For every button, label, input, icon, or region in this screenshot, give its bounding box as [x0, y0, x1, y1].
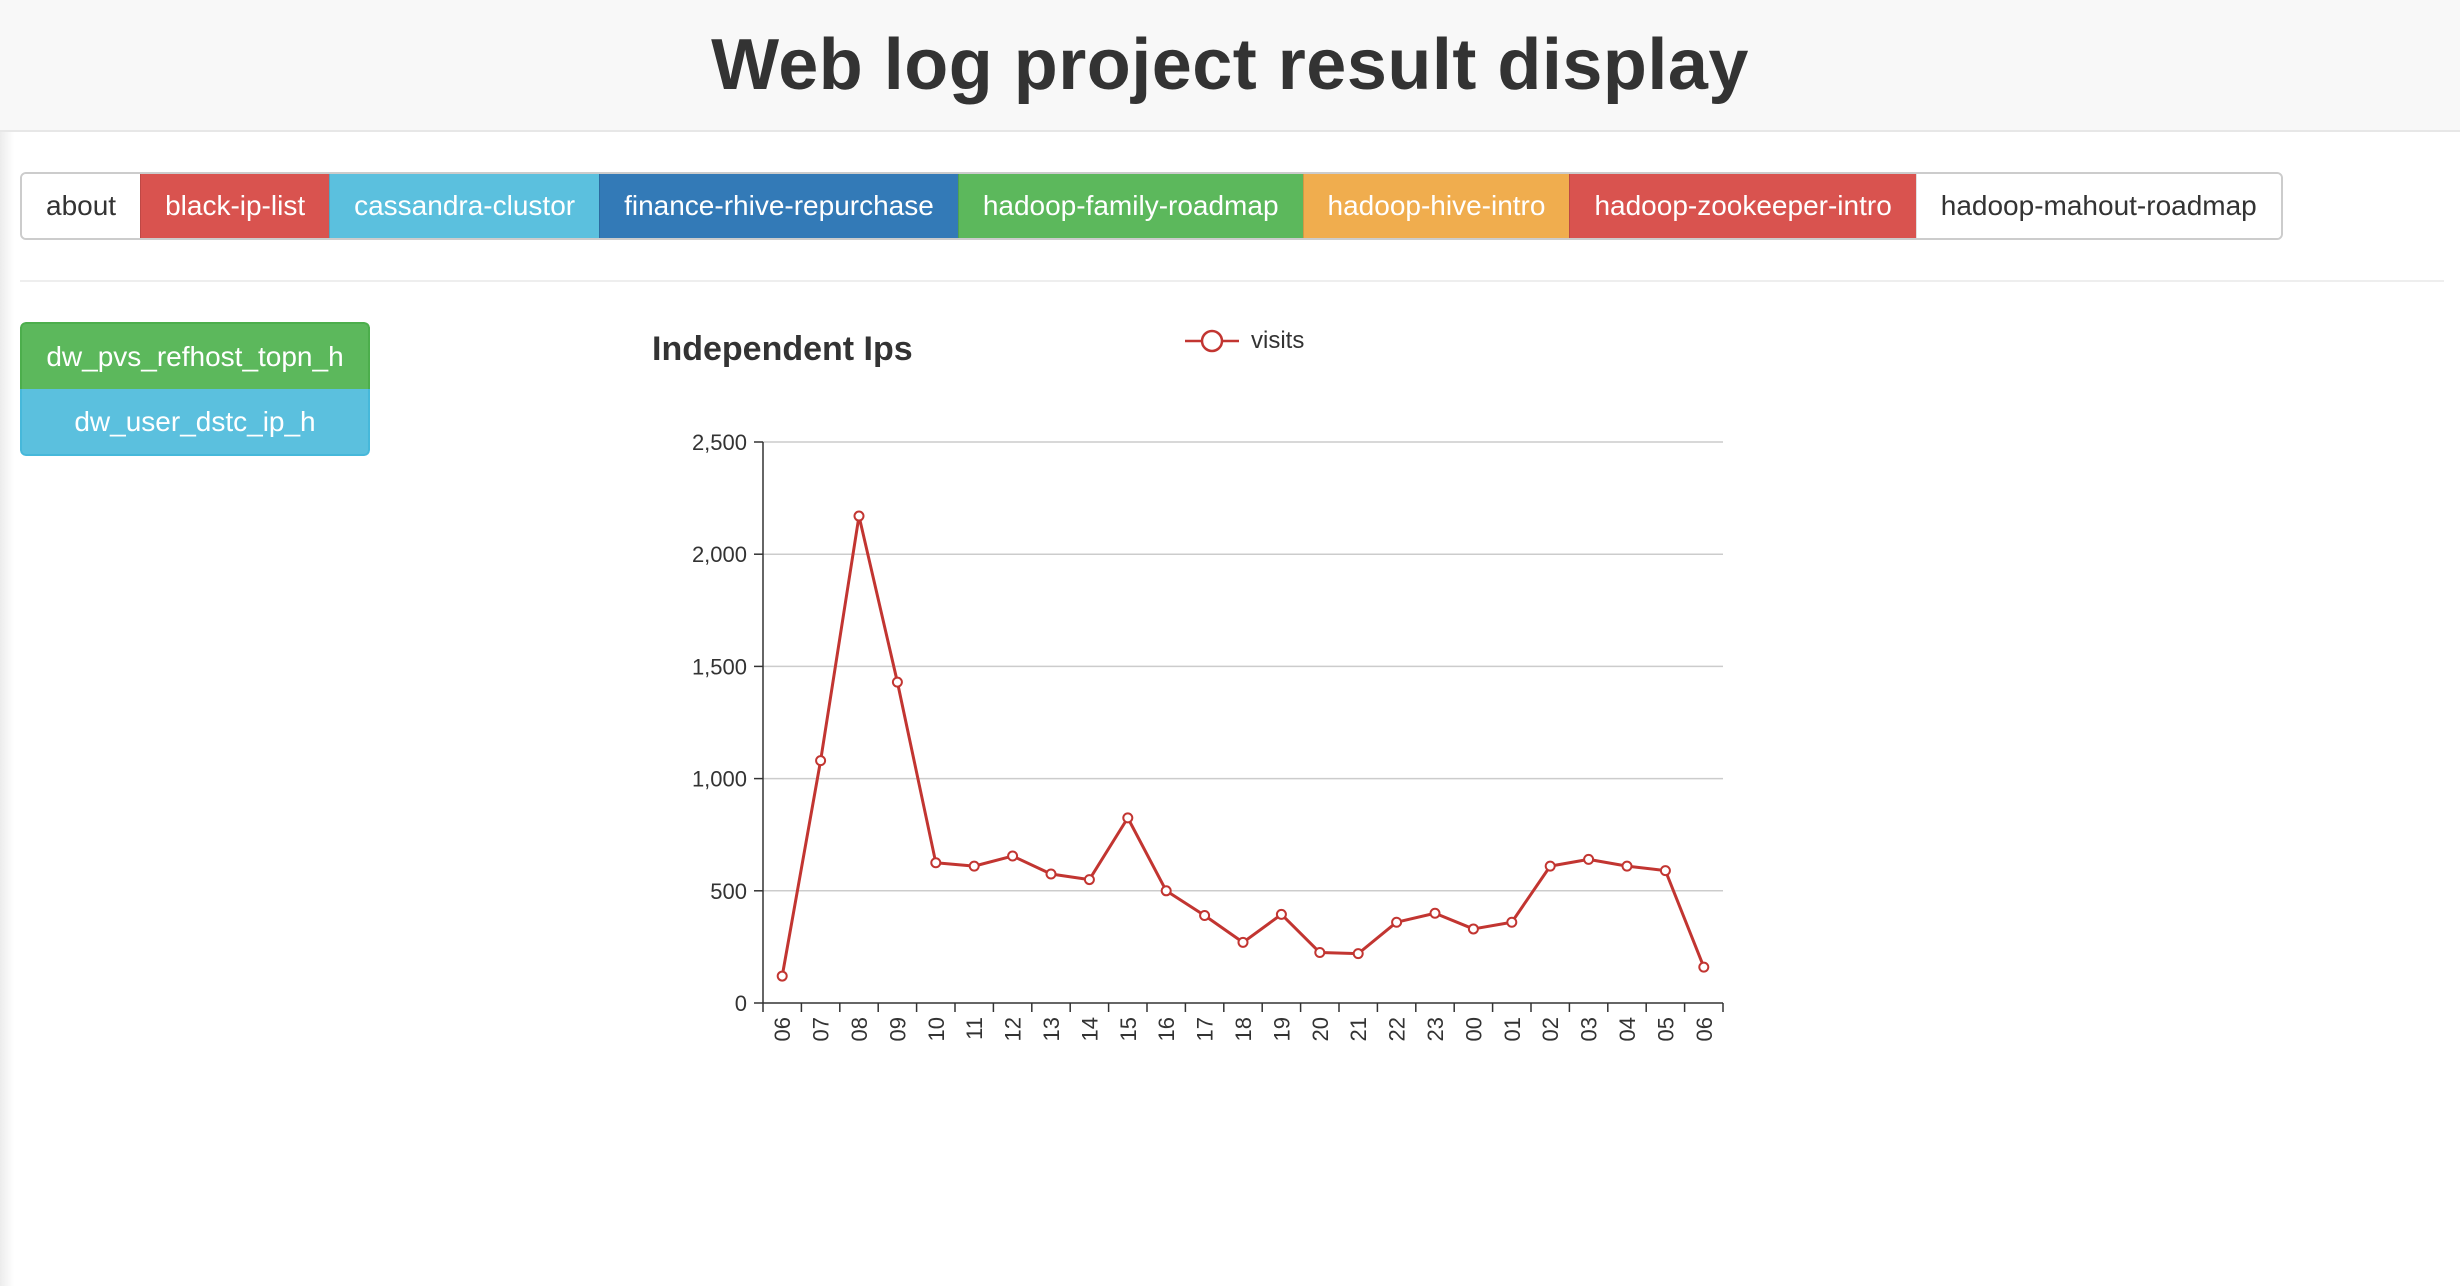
data-point-visits [1160, 885, 1172, 897]
series-line-visits [780, 514, 1706, 977]
data-point-visits [1506, 916, 1518, 928]
data-point-visits [891, 676, 903, 688]
nav-button-cassandra-clustor[interactable]: cassandra-clustor [329, 174, 600, 238]
nav-button-hadoop-family-roadmap[interactable]: hadoop-family-roadmap [957, 174, 1303, 238]
data-point-visits [968, 860, 980, 872]
chart-title: Independent Ips [652, 330, 913, 368]
x-tick-label: 03 [1577, 1017, 1602, 1041]
x-tick-label: 15 [1116, 1017, 1141, 1041]
y-tick-label: 2,500 [692, 430, 747, 455]
x-tick-label: 21 [1346, 1017, 1371, 1041]
data-point-visits [1429, 907, 1441, 919]
x-tick-label: 16 [1154, 1017, 1179, 1041]
data-point-visits [1045, 868, 1057, 880]
data-point-visits [1275, 908, 1287, 920]
x-tick-label: 07 [809, 1017, 834, 1041]
sidebar-button-dw_pvs_refhost_topn_h[interactable]: dw_pvs_refhost_topn_h [20, 322, 370, 389]
top-nav-button-group: about black-ip-list cassandra-clustor finan… [20, 172, 2283, 240]
sidebar-button-group: dw_pvs_refhost_topn_h dw_user_dstc_ip_h [20, 322, 370, 456]
data-point-visits [1621, 860, 1633, 872]
legend-line-marker-icon [1185, 329, 1239, 353]
x-tick-label: 14 [1077, 1017, 1102, 1041]
section-divider [20, 280, 2444, 282]
x-tick-label: 13 [1039, 1017, 1064, 1041]
data-point-visits [1007, 850, 1019, 862]
x-tick-label: 04 [1615, 1017, 1640, 1041]
page-title: Web log project result display [711, 25, 1749, 105]
x-tick-label: 05 [1653, 1017, 1678, 1041]
data-point-visits [1314, 947, 1326, 959]
data-point-visits [853, 510, 865, 522]
data-point-visits [1199, 909, 1211, 921]
x-tick-label: 06 [1692, 1017, 1717, 1041]
data-point-visits [1083, 874, 1095, 886]
x-tick-label: 01 [1500, 1017, 1525, 1041]
data-point-visits [1391, 916, 1403, 928]
data-point-visits [1352, 948, 1364, 960]
data-point-visits [930, 857, 942, 869]
data-point-visits [1698, 961, 1710, 973]
y-tick-label: 2,000 [692, 542, 747, 567]
data-point-visits [1583, 853, 1595, 865]
x-tick-label: 08 [847, 1017, 872, 1041]
x-tick-label: 17 [1193, 1017, 1218, 1041]
legend-label-visits: visits [1251, 327, 1305, 354]
x-tick-label: 12 [1001, 1017, 1026, 1041]
x-tick-label: 02 [1538, 1017, 1563, 1041]
x-tick-label: 11 [962, 1017, 987, 1040]
data-point-visits [776, 970, 788, 982]
data-point-visits [1544, 860, 1556, 872]
x-tick-label: 20 [1308, 1017, 1333, 1041]
x-tick-label: 23 [1423, 1017, 1448, 1041]
y-tick-label: 1,500 [692, 654, 747, 679]
chart-legend[interactable]: visits [1185, 327, 1304, 355]
nav-button-about[interactable]: about [22, 174, 141, 238]
x-tick-label: 09 [885, 1017, 910, 1041]
nav-button-hadoop-mahout-roadmap[interactable]: hadoop-mahout-roadmap [1915, 174, 2281, 238]
y-tick-label: 0 [735, 991, 747, 1016]
y-tick-label: 1,000 [692, 767, 747, 792]
x-tick-label: 18 [1231, 1017, 1256, 1041]
nav-button-hadoop-zookeeper-intro[interactable]: hadoop-zookeeper-intro [1569, 174, 1916, 238]
data-point-visits [1659, 865, 1671, 877]
x-tick-label: 22 [1385, 1017, 1410, 1041]
y-tick-label: 500 [710, 879, 747, 904]
chart-panel: Independent Ips visits 0 500 1,000 1,500 2,0… [620, 300, 1820, 1100]
x-tick-label: 10 [924, 1017, 949, 1041]
data-point-visits [815, 755, 827, 767]
nav-button-hadoop-hive-intro[interactable]: hadoop-hive-intro [1302, 174, 1570, 238]
nav-button-finance-rhive-repurchase[interactable]: finance-rhive-repurchase [599, 174, 958, 238]
data-point-visits [1467, 923, 1479, 935]
x-tick-label: 00 [1461, 1017, 1486, 1041]
nav-button-black-ip-list[interactable]: black-ip-list [140, 174, 330, 238]
x-tick-label: 06 [770, 1017, 795, 1041]
x-tick-label: 19 [1269, 1017, 1294, 1041]
data-point-visits [1237, 936, 1249, 948]
left-shadow [0, 130, 14, 1286]
page-header: Web log project result display [0, 0, 2460, 132]
sidebar-button-dw_user_dstc_ip_h[interactable]: dw_user_dstc_ip_h [20, 389, 370, 456]
data-point-visits [1122, 812, 1134, 824]
